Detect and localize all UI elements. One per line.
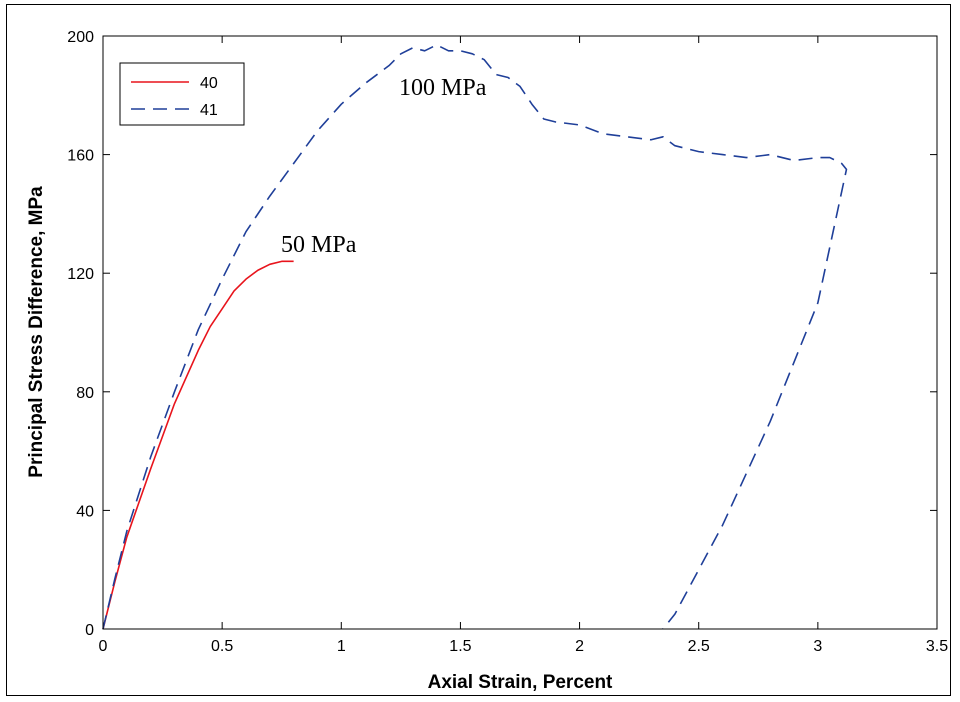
y-tick-label: 160: [67, 148, 94, 165]
plot-area: [102, 35, 938, 630]
x-tick-label: 3: [813, 638, 822, 655]
legend-label-40: 40: [200, 75, 218, 92]
y-tick-label: 200: [67, 29, 94, 46]
series-line-40: [102, 260, 294, 630]
series-line-41: [102, 44, 848, 630]
x-tick-label: 2.5: [688, 638, 710, 655]
annotation-50-mpa: 50 MPa: [281, 232, 357, 258]
y-tick-label: 0: [85, 622, 94, 639]
legend-box: [119, 62, 245, 126]
legend: 40 41: [119, 62, 245, 126]
x-tick-label: 1.5: [449, 638, 471, 655]
x-tick-label: 2: [575, 638, 584, 655]
x-tick-label: 0.5: [211, 638, 233, 655]
annotation-100-mpa: 100 MPa: [399, 75, 487, 101]
y-tick-label: 40: [76, 503, 94, 520]
x-tick-label: 3.5: [926, 638, 948, 655]
x-tick-label: 0: [99, 638, 108, 655]
x-axis-title: Axial Strain, Percent: [428, 672, 613, 693]
y-tick-label: 120: [67, 266, 94, 283]
x-tick-label: 1: [337, 638, 346, 655]
legend-label-41: 41: [200, 102, 218, 119]
y-axis-title: Principal Stress Difference, MPa: [26, 186, 47, 478]
y-tick-label: 80: [76, 385, 94, 402]
